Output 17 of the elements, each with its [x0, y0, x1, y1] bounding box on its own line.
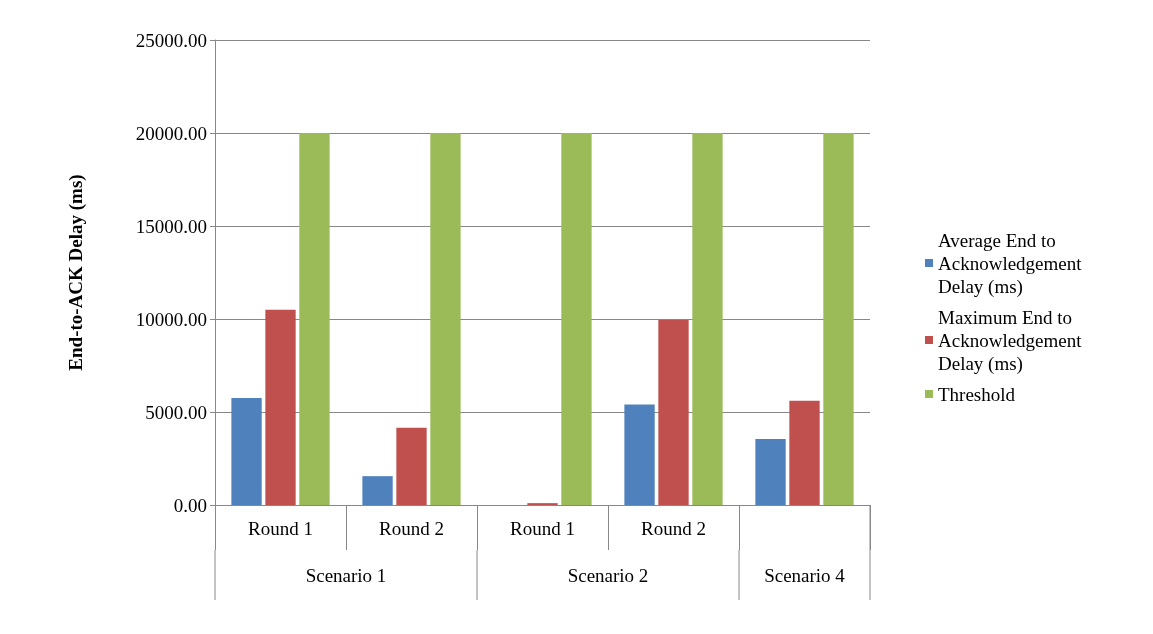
y-tick-label: 10000.00 — [135, 308, 207, 330]
x-tick-label: Round 1 — [510, 518, 575, 539]
x-tick-label: Round 1 — [248, 518, 313, 539]
text: Scenario 4 — [764, 564, 846, 586]
text: Scenario 2 — [567, 564, 649, 586]
legend-label: Average End to Acknowledgement Delay (ms) — [938, 229, 1087, 298]
legend-label: Maximum End to Acknowledgement Delay (ms) — [938, 306, 1087, 375]
legend-label: Threshold — [938, 383, 1016, 405]
y-tick-label: 25000.00 — [135, 29, 207, 51]
y-tick-label: 15000.00 — [135, 215, 207, 237]
y-tick-label: 5000.00 — [145, 401, 207, 423]
text: Scenario 1 — [305, 564, 387, 586]
y-tick-label: 0.00 — [173, 494, 207, 516]
x-tick-label: Round 2 — [641, 518, 706, 539]
x-tick-label: Round 2 — [379, 518, 444, 539]
y-tick-label: 20000.00 — [135, 122, 207, 144]
y-axis-title: End-to-ACK Delay (ms) — [65, 174, 87, 371]
